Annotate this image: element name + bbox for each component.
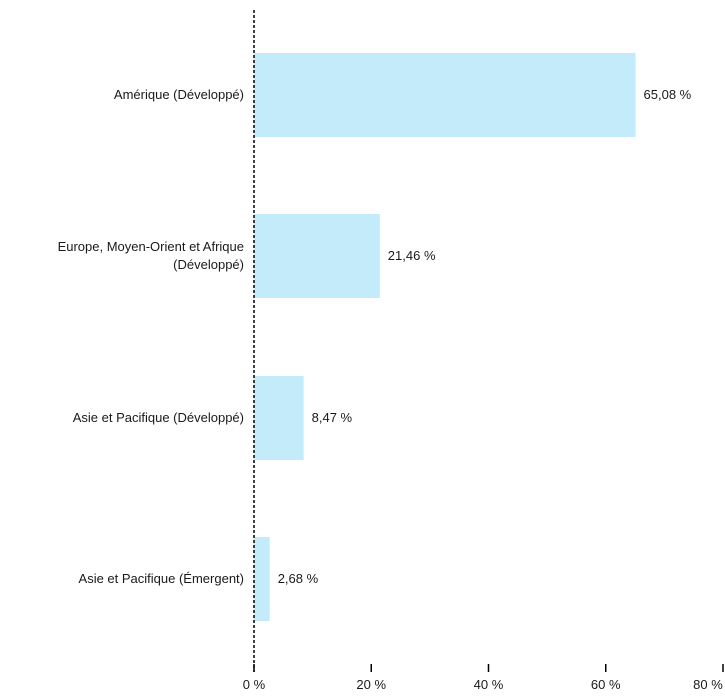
x-tick-label: 40 % (473, 677, 504, 692)
x-tick-label: 80 % (693, 677, 723, 692)
category-label: Europe, Moyen-Orient et Afrique (Dévelop… (57, 239, 244, 272)
x-tick-label: 0 % (242, 677, 266, 692)
value-label: 21,46 % (387, 248, 436, 263)
x-tick-label: 20 % (356, 677, 387, 692)
bar (254, 537, 270, 621)
category-label: Asie et Pacifique (Développé) (72, 410, 244, 425)
bar (254, 53, 636, 137)
category-label: Asie et Pacifique (Émergent) (78, 571, 244, 586)
category-label: Amérique (Développé) (113, 87, 244, 102)
value-label: 2,68 % (277, 571, 319, 586)
bar (254, 376, 304, 460)
value-label: 65,08 % (643, 87, 692, 102)
value-label: 8,47 % (311, 410, 353, 425)
bar (254, 214, 380, 298)
x-tick-label: 60 % (590, 677, 621, 692)
